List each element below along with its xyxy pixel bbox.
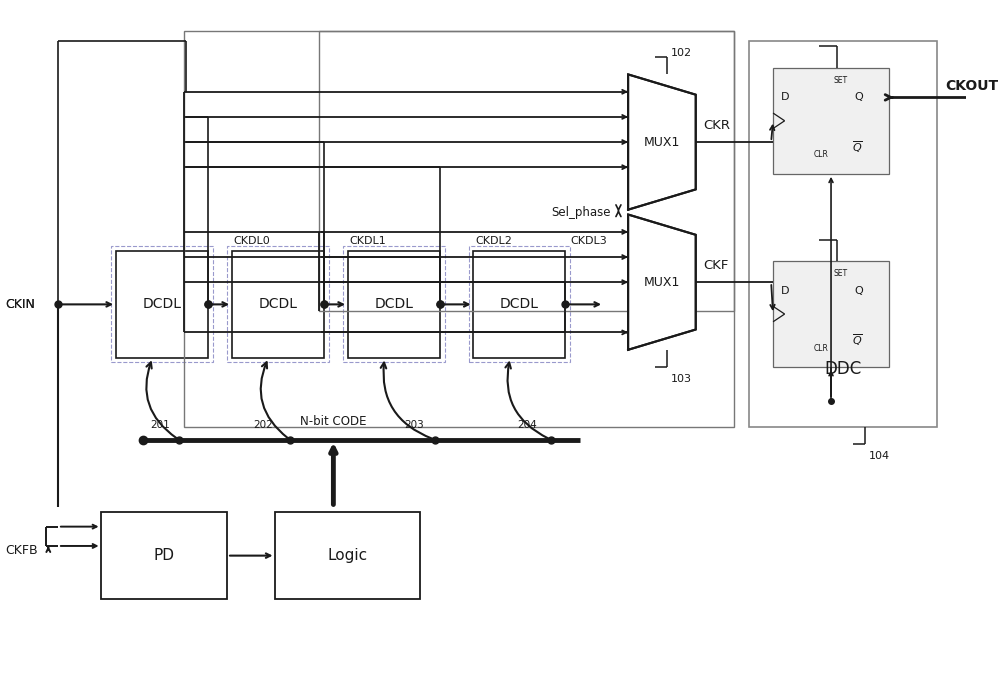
Text: $\overline{Q}$: $\overline{Q}$ xyxy=(852,140,863,155)
Text: DCDL: DCDL xyxy=(142,297,181,312)
Text: 104: 104 xyxy=(869,451,890,461)
Bar xyxy=(749,41,937,427)
Text: Q: Q xyxy=(854,92,863,103)
Text: Sel_phase: Sel_phase xyxy=(551,206,610,219)
Text: CKIN: CKIN xyxy=(5,298,35,311)
Text: 204: 204 xyxy=(517,420,537,430)
Bar xyxy=(469,246,570,363)
Text: DCDL: DCDL xyxy=(374,297,413,312)
Text: SET: SET xyxy=(833,76,847,85)
Bar xyxy=(773,67,889,174)
Bar xyxy=(116,251,208,358)
Text: Q: Q xyxy=(854,286,863,296)
Text: CKDL3: CKDL3 xyxy=(570,237,607,246)
Text: MUX1: MUX1 xyxy=(644,276,680,289)
Bar xyxy=(227,246,329,363)
Bar xyxy=(275,512,420,599)
Text: DCDL: DCDL xyxy=(500,297,539,312)
Text: 202: 202 xyxy=(253,420,273,430)
Bar xyxy=(111,246,213,363)
Text: CKF: CKF xyxy=(703,259,729,272)
Text: $\overline{Q}$: $\overline{Q}$ xyxy=(852,333,863,348)
Text: CKR: CKR xyxy=(703,120,730,132)
Text: CKIN: CKIN xyxy=(5,298,35,311)
Text: Logic: Logic xyxy=(328,548,368,563)
Text: SET: SET xyxy=(833,269,847,278)
Bar xyxy=(773,261,889,367)
Text: 203: 203 xyxy=(404,420,424,430)
Polygon shape xyxy=(628,74,696,210)
Text: DCDL: DCDL xyxy=(258,297,297,312)
Text: CKFB: CKFB xyxy=(5,544,37,557)
Bar xyxy=(348,251,440,358)
Text: MUX1: MUX1 xyxy=(644,136,680,149)
Text: CKDL1: CKDL1 xyxy=(350,237,387,246)
Bar xyxy=(232,251,324,358)
Text: 201: 201 xyxy=(150,420,170,430)
Text: DDC: DDC xyxy=(824,360,862,378)
Text: CLR: CLR xyxy=(814,343,829,352)
Bar xyxy=(473,251,565,358)
Text: CKDL2: CKDL2 xyxy=(475,237,512,246)
Text: 102: 102 xyxy=(671,48,692,58)
Text: CKOUT: CKOUT xyxy=(945,78,998,93)
Text: CKDL0: CKDL0 xyxy=(234,237,271,246)
Text: D: D xyxy=(781,286,789,296)
Text: PD: PD xyxy=(154,548,175,563)
Polygon shape xyxy=(628,215,696,350)
Text: CLR: CLR xyxy=(814,150,829,160)
Bar xyxy=(343,246,445,363)
Bar xyxy=(319,31,734,311)
Bar xyxy=(184,31,734,427)
Bar xyxy=(101,512,227,599)
Text: N-bit CODE: N-bit CODE xyxy=(300,415,367,428)
Text: 103: 103 xyxy=(671,374,692,384)
Text: D: D xyxy=(781,92,789,103)
